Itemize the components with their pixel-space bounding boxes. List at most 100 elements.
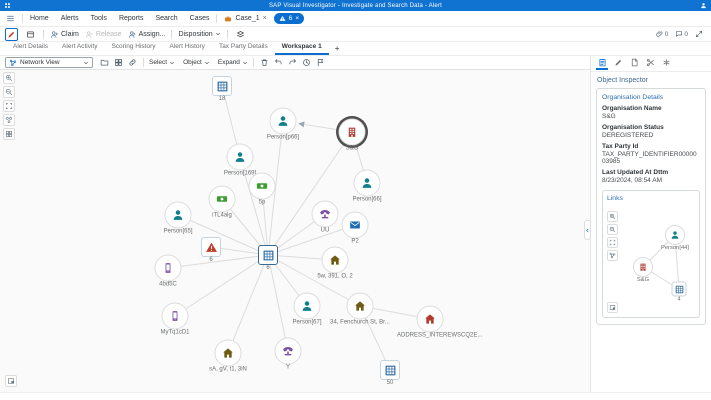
chevron-down-icon <box>204 60 210 66</box>
links-zoom-out-button[interactable] <box>607 224 618 235</box>
tab-workspace-1[interactable]: Workspace 1 <box>274 41 329 55</box>
attachments-count-button[interactable]: 0 <box>656 30 668 38</box>
graph-redo-button[interactable] <box>287 57 299 69</box>
links-mini-graph[interactable]: Person[44] S&G 4 <box>617 207 697 303</box>
graph-node-hub[interactable]: 6 <box>258 245 278 271</box>
divider <box>171 29 173 39</box>
links-network-button[interactable] <box>607 250 618 261</box>
graph-node-warn6[interactable]: 6 <box>201 237 221 263</box>
clipboard-icon <box>598 58 607 67</box>
graph-node-h1[interactable]: 5w, 391, O, 2 <box>317 246 353 280</box>
menu-item-reports[interactable]: Reports <box>118 15 144 22</box>
graph-clock-button[interactable] <box>301 57 313 69</box>
graph-menu-object[interactable]: Object <box>183 59 210 66</box>
graph-node-addr[interactable]: ADDRESS_INTEREWSCQ2E... <box>397 305 482 339</box>
graph-node-uu[interactable]: UU <box>311 200 339 234</box>
graph-node-p2[interactable]: P2 <box>341 211 369 245</box>
canvas-fit-button[interactable] <box>3 100 15 112</box>
alert-badge[interactable]: 6 × <box>273 13 305 24</box>
building-node-icon <box>346 126 359 139</box>
claim-button[interactable]: Claim <box>50 30 79 39</box>
graph-node-p66b[interactable]: Person[66] <box>352 169 382 203</box>
field-label: Organisation Status <box>602 124 664 131</box>
graph-link-button[interactable] <box>126 57 138 69</box>
edit-mode-button[interactable] <box>5 27 18 41</box>
canvas-zoom-in-button[interactable] <box>3 72 15 84</box>
tab-scoring-history[interactable]: Scoring History <box>111 43 156 50</box>
canvas-zoom-out-button[interactable] <box>3 86 15 98</box>
tab-alert-details[interactable]: Alert Details <box>13 43 49 50</box>
graph-node-phy[interactable]: Y <box>274 337 302 371</box>
disposition-button[interactable]: Disposition <box>178 31 220 38</box>
layers-icon <box>236 30 245 39</box>
add-tab-button[interactable]: + <box>334 44 340 53</box>
fullscreen-button[interactable] <box>695 30 703 38</box>
graph-node-h2[interactable]: 34, Fenchurch St, Br... <box>330 292 390 326</box>
menu-item-tools[interactable]: Tools <box>90 15 107 22</box>
inspector-tab-clipboard-button[interactable] <box>596 58 608 70</box>
comments-count-button[interactable]: 0 <box>675 30 688 38</box>
alert-badge-close-icon[interactable]: × <box>295 15 300 22</box>
graph-menu-select[interactable]: Select <box>149 59 175 66</box>
graph-node-p65[interactable]: Person[65] <box>163 201 193 235</box>
graph-node-n18[interactable]: 18 <box>212 76 232 102</box>
pencil-icon <box>614 58 623 67</box>
graph-flag-button[interactable] <box>315 57 327 69</box>
menu-item-home[interactable]: Home <box>30 15 49 22</box>
panel-collapse-handle[interactable] <box>584 220 591 240</box>
graph-node-sg[interactable]: S&G <box>338 118 366 152</box>
view-select-dropdown[interactable]: Network View <box>5 57 93 68</box>
doc-icon <box>630 58 639 67</box>
app-grid-icon[interactable] <box>4 2 11 9</box>
canvas-group-button[interactable] <box>3 114 15 126</box>
case-tab[interactable]: Case_1 × <box>224 15 267 23</box>
inspector-tab-scissors-button[interactable] <box>644 58 656 70</box>
menu-item-alerts[interactable]: Alerts <box>60 15 79 22</box>
minimap-icon <box>609 304 616 311</box>
inspector-tab-asterisk-button[interactable] <box>660 58 672 70</box>
graph-node-itl[interactable]: iTL4alg <box>208 185 236 219</box>
graph-trash-button[interactable] <box>259 57 271 69</box>
canvas-gridlayout-button[interactable] <box>3 128 15 140</box>
network-canvas[interactable]: 18 Person[p66] S&G Person[169] Person[66] 5p i… <box>0 70 590 392</box>
assign-button[interactable]: Assign... <box>128 30 165 39</box>
graph-node-mob2[interactable]: MyTq1cD1 <box>160 302 190 336</box>
network-icon <box>609 252 616 259</box>
release-button[interactable]: Release <box>85 30 122 39</box>
user-icon[interactable] <box>700 2 707 9</box>
graph-node-p44[interactable]: Person[44] <box>661 225 689 251</box>
graph-node-mob1[interactable]: 4bd5C <box>154 254 182 288</box>
alert-badge-count: 6 <box>288 15 293 22</box>
hamburger-icon[interactable] <box>6 14 15 23</box>
links-minimap-button[interactable] <box>607 302 618 313</box>
graph-node-m5p[interactable]: 5p <box>248 172 276 206</box>
graph-node-sgm[interactable]: S&G <box>633 257 653 283</box>
graph-node-sq4[interactable]: 4 <box>671 281 687 303</box>
inspector-tab-doc-button[interactable] <box>628 58 640 70</box>
inspector-tab-pencil-button[interactable] <box>612 58 624 70</box>
card-view-button[interactable] <box>24 28 37 41</box>
links-fit-button[interactable] <box>607 237 618 248</box>
menu-item-cases[interactable]: Cases <box>189 15 210 22</box>
tab-alert-history[interactable]: Alert History <box>169 43 205 50</box>
graph-gridlayout-button[interactable] <box>112 57 124 69</box>
money-node-icon <box>256 180 269 193</box>
graph-undo-button[interactable] <box>273 57 285 69</box>
graph-node-n50[interactable]: 50 <box>380 360 400 386</box>
links-zoom-in-button[interactable] <box>607 211 618 222</box>
graph-menu-expand[interactable]: Expand <box>218 59 248 66</box>
graph-node-p67[interactable]: Person[67] <box>292 292 322 326</box>
graph-node-p66[interactable]: Person[p66] <box>267 107 299 141</box>
minimap-toggle-button[interactable] <box>5 375 17 387</box>
layers-button[interactable] <box>234 28 247 41</box>
graph-folder-button[interactable] <box>98 57 110 69</box>
graph-node-p169[interactable]: Person[169] <box>224 143 256 177</box>
zoom-out-icon <box>609 226 616 233</box>
graph-node-h3[interactable]: sA, gV, t1, 3iN <box>209 339 247 373</box>
menu-item-search[interactable]: Search <box>155 15 178 22</box>
tab-alert-activity[interactable]: Alert Activity <box>62 43 98 50</box>
case-close-icon[interactable]: × <box>262 15 267 22</box>
tab-tax-party-details[interactable]: Tax Party Details <box>218 43 268 50</box>
